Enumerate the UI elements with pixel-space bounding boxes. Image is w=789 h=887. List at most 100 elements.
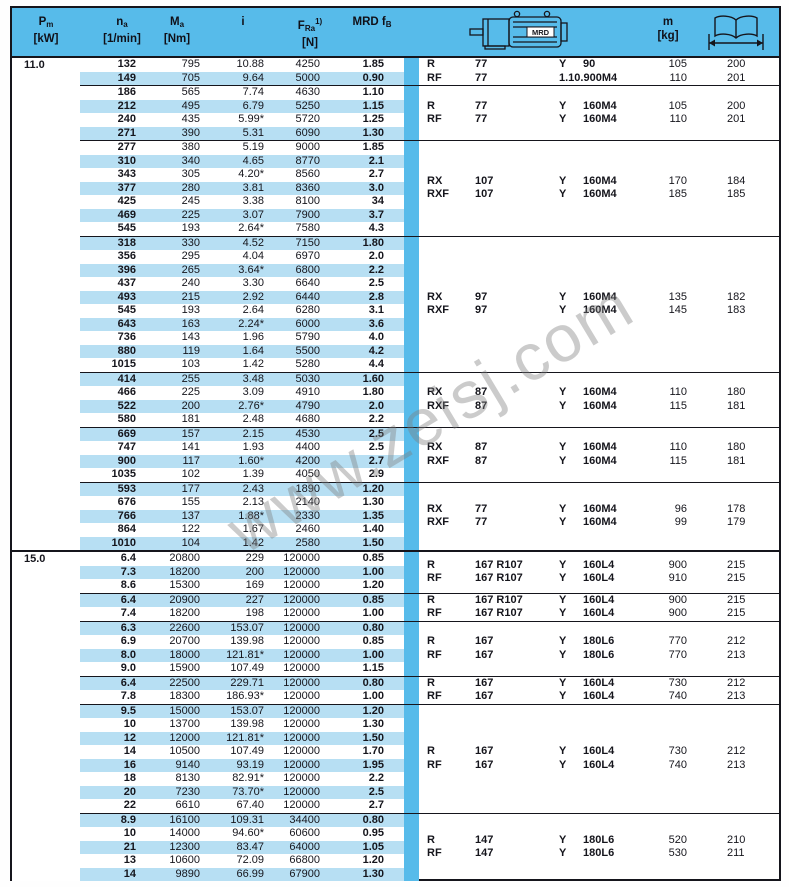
- radial-force-value: 6090: [295, 126, 320, 139]
- speed-value: 643: [117, 317, 136, 330]
- table-row: 212 495 6.79 5250 1.15: [80, 99, 404, 113]
- speed-value: 6.3: [120, 621, 136, 634]
- gear-size: 167 R107: [475, 593, 523, 606]
- torque-value: 15900: [169, 662, 200, 674]
- gear-type: RF: [427, 607, 442, 619]
- torque-value: 141: [181, 441, 200, 453]
- table-row: 14 10500 107.49 120000 1.70: [80, 745, 404, 759]
- torque-value: 9140: [175, 758, 200, 771]
- service-factor-value: 1.20: [362, 854, 384, 866]
- table-row: 900 117 1.60* 4200 2.7: [80, 454, 404, 468]
- divider-band: [404, 58, 419, 85]
- torque-value: 18300: [169, 690, 200, 702]
- motor-series: Y: [559, 847, 567, 860]
- ratio-value: 4.04: [242, 250, 264, 262]
- page-ref: 180: [727, 386, 746, 398]
- gear-type: RF: [427, 690, 442, 702]
- gear-size: 107: [475, 174, 494, 187]
- table-row: 271 390 5.31 6090 1.30: [80, 126, 404, 140]
- service-factor-value: 0.80: [362, 621, 384, 634]
- radial-force-value: 2330: [295, 509, 320, 522]
- table-row: 766 137 1.88* 2330 1.35: [80, 509, 404, 523]
- service-factor-value: 0.85: [362, 635, 384, 647]
- power-column: 11.0: [12, 58, 80, 550]
- service-factor-value: 1.80: [362, 386, 384, 398]
- torque-value: 15000: [169, 704, 200, 717]
- speed-value: 21: [123, 840, 136, 853]
- mass-value: 770: [668, 648, 687, 661]
- ratio-value: 3.38: [242, 195, 264, 207]
- drive-option-line: RF 167 R107 Y 160L4 900 215: [427, 607, 779, 621]
- page-ref: 213: [727, 648, 746, 661]
- page-ref: 178: [727, 502, 746, 515]
- speed-value: 318: [117, 236, 136, 249]
- speed-value: 6.4: [120, 552, 136, 564]
- mass-value: 730: [668, 745, 687, 757]
- speed-value: 747: [117, 441, 136, 453]
- mass-value: 530: [668, 847, 687, 860]
- ratio-value: 10.88: [236, 58, 264, 70]
- table-row: 469 225 3.07 7900 3.7: [80, 208, 404, 222]
- drive-option-line: RF 77 Y 160M4 110 201: [427, 113, 779, 127]
- table-row: 669 157 2.15 4530 2.5: [80, 427, 404, 441]
- speed-value: 900: [117, 454, 136, 467]
- motor-size: 160M4: [583, 454, 617, 467]
- speed-value: 10: [123, 827, 136, 839]
- torque-value: 225: [181, 386, 200, 398]
- mass-value: 105: [668, 58, 687, 70]
- divider-band: [404, 593, 419, 621]
- service-factor-value: 0.90: [362, 71, 384, 84]
- service-factor-value: 2.5: [368, 277, 384, 289]
- speed-value: 6.4: [120, 676, 136, 689]
- power-value: 11.0: [24, 59, 45, 71]
- radial-force-value: 2140: [295, 496, 320, 508]
- radial-force-value: 67900: [289, 867, 320, 880]
- radial-force-value: 2460: [295, 523, 320, 535]
- speed-value: 580: [117, 413, 136, 425]
- gear-type: RX: [427, 502, 443, 515]
- ratio-value: 7.74: [242, 86, 264, 98]
- service-factor-value: 1.00: [362, 690, 384, 702]
- speed-value: 7.8: [120, 690, 136, 702]
- drive-option-line: RX 97 Y 160M4 135 182: [427, 291, 779, 305]
- service-factor-value: 2.5: [368, 441, 384, 453]
- speed-value: 212: [117, 99, 136, 112]
- radial-force-value: 6970: [295, 250, 320, 262]
- page-ref: 181: [727, 399, 746, 412]
- gear-group: 6.4 20900 227 120000 0.85 7.4 18200 198 120000 1.…: [80, 593, 779, 622]
- gear-size: 167 R107: [475, 558, 523, 571]
- drive-option-line: R 167 R107 Y 160L4 900 215: [427, 594, 779, 608]
- radial-force-value: 120000: [283, 758, 320, 771]
- service-factor-value: 1.85: [362, 141, 384, 153]
- mass-value: 730: [668, 676, 687, 689]
- motor-size: 160L4: [583, 745, 615, 757]
- ratio-value: 153.07: [230, 621, 264, 634]
- page-ref: 184: [727, 174, 746, 187]
- table-row: 6.4 20800 229 120000 0.85: [80, 552, 404, 566]
- table-row: 7.8 18300 186.93* 120000 1.00: [80, 690, 404, 704]
- motor-series: Y: [559, 290, 567, 303]
- table-row: 396 265 3.64* 6800 2.2: [80, 263, 404, 277]
- gear-size: 87: [475, 441, 488, 453]
- radial-force-value: 60600: [289, 827, 320, 839]
- ratio-value: 186.93*: [226, 690, 264, 702]
- gear-type: RF: [427, 71, 442, 84]
- torque-value: 18200: [169, 565, 200, 578]
- radial-force-value: 120000: [283, 621, 320, 634]
- speed-value: 766: [117, 509, 136, 522]
- radial-force-value: 5720: [295, 113, 320, 125]
- radial-force-value: 7150: [295, 236, 320, 249]
- torque-value: 18000: [169, 648, 200, 661]
- service-factor-value: 4.4: [368, 358, 384, 370]
- ratio-value: 229: [245, 552, 264, 564]
- table-row: 16 9140 93.19 120000 1.95: [80, 758, 404, 772]
- divider-band: [404, 86, 419, 140]
- power-section: 15.0 6.4 20800 229 120000 0.85 7.3 18200 200 1200…: [12, 550, 779, 881]
- motor-series: Y: [559, 304, 567, 316]
- ratio-value: 198: [245, 607, 264, 619]
- torque-value: 14000: [169, 827, 200, 839]
- ratio-value: 1.42: [242, 358, 264, 370]
- speed-value: 8.6: [120, 579, 136, 591]
- ratio-value: 3.09: [242, 386, 264, 398]
- motor-size: 90: [583, 58, 596, 70]
